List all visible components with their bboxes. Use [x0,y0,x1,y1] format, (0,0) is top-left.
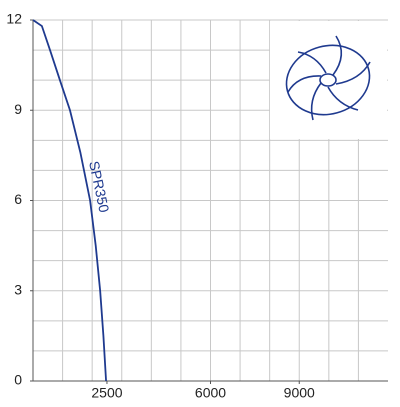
impeller-image [270,21,387,139]
x-tick-label: 9000 [284,385,315,401]
y-tick-label: 0 [14,372,22,388]
y-tick-label: 6 [14,191,22,207]
series-line [32,19,107,382]
y-tick-label: 3 [14,281,22,297]
x-tick-label: 2500 [91,385,122,401]
y-tick-label: 12 [6,11,22,27]
x-tick-label: 6000 [195,385,226,401]
y-tick-label: 9 [14,101,22,117]
